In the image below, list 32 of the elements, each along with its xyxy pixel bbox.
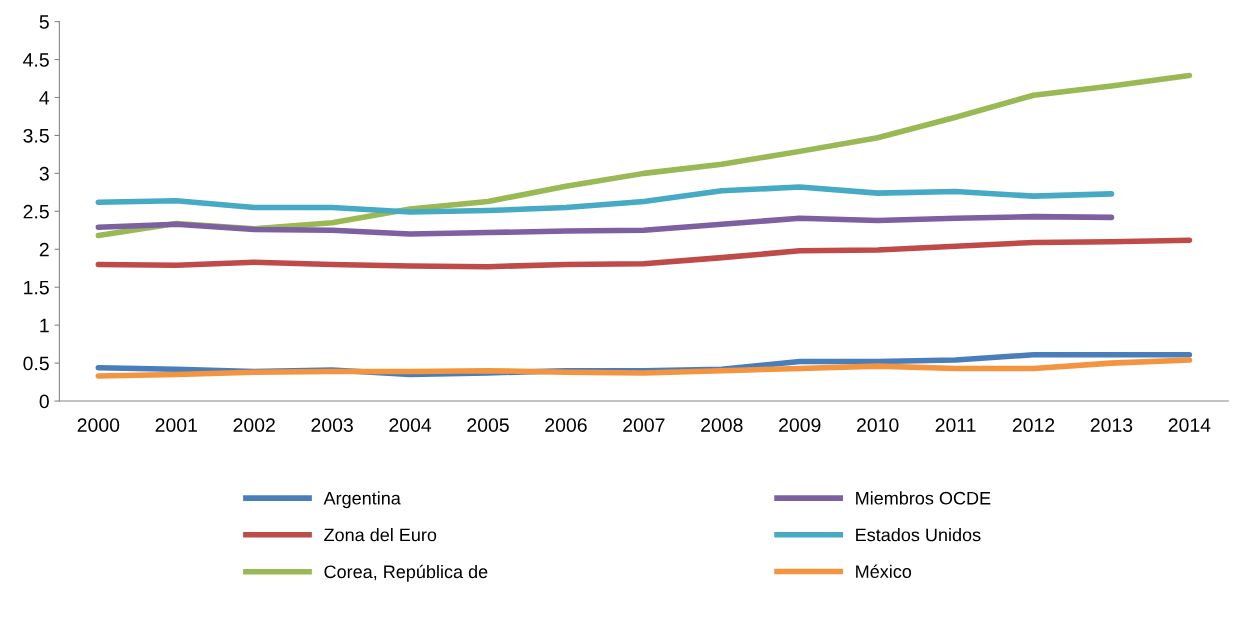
y-tick-label: 0 (39, 394, 49, 409)
x-tick-label: 2003 (311, 418, 353, 432)
legend-label: México (856, 564, 912, 578)
x-tick-label: 2008 (701, 418, 743, 432)
x-tick-label: 2009 (779, 418, 821, 432)
y-tick-label: 3.5 (23, 128, 49, 143)
legend-label: Miembros OCDE (856, 491, 991, 505)
y-tick-label: 1 (40, 318, 49, 333)
x-tick-label: 2002 (233, 418, 275, 432)
y-tick-label: 5 (39, 15, 49, 29)
x-tick-label: 2001 (155, 418, 197, 432)
legend-label: Argentina (323, 491, 401, 509)
y-tick-label: 4 (39, 91, 50, 105)
y-tick-label: 2.5 (23, 204, 49, 219)
legend-label: Zona del Euro (324, 528, 437, 542)
y-tick-label: 0.5 (23, 356, 49, 371)
x-tick-label: 2012 (1012, 418, 1055, 432)
x-tick-label: 2005 (467, 418, 509, 432)
x-tick-label: 2010 (857, 418, 899, 432)
x-tick-label: 2000 (77, 418, 120, 432)
y-tick-label: 2 (39, 242, 49, 257)
x-tick-label: 2007 (623, 418, 665, 432)
x-tick-label: 2006 (545, 418, 587, 432)
legend-label: Corea, República de (324, 564, 488, 582)
x-tick-label: 2004 (389, 418, 432, 432)
x-tick-label: 2011 (935, 418, 976, 432)
legend-label: Estados Unidos (856, 528, 981, 542)
y-tick-label: 3 (39, 166, 49, 181)
x-tick-label: 2013 (1090, 418, 1133, 432)
y-tick-label: 1.5 (24, 280, 49, 295)
x-tick-label: 2014 (1168, 418, 1211, 432)
y-tick-label: 4.5 (23, 53, 49, 67)
